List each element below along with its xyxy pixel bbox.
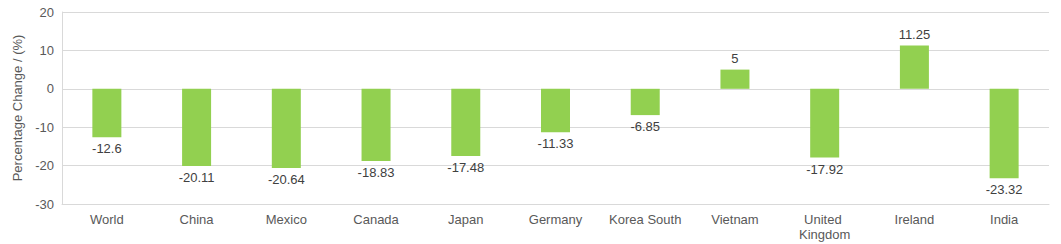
- svg-text:-20.11: -20.11: [179, 170, 215, 185]
- svg-text:Kingdom: Kingdom: [799, 227, 850, 242]
- svg-text:-12.6: -12.6: [92, 141, 122, 156]
- svg-text:Japan: Japan: [448, 212, 483, 227]
- svg-text:-17.48: -17.48: [447, 160, 484, 175]
- svg-text:-6.85: -6.85: [630, 119, 660, 134]
- svg-text:5: 5: [731, 51, 738, 66]
- svg-text:-17.92: -17.92: [806, 162, 843, 177]
- svg-text:Ireland: Ireland: [895, 212, 935, 227]
- svg-text:-20: -20: [35, 158, 54, 173]
- svg-text:20: 20: [40, 5, 54, 20]
- svg-text:-30: -30: [35, 197, 54, 212]
- svg-text:10: 10: [40, 43, 54, 58]
- svg-text:0: 0: [47, 81, 54, 96]
- svg-text:Germany: Germany: [529, 212, 583, 227]
- svg-text:India: India: [990, 212, 1019, 227]
- svg-text:Mexico: Mexico: [266, 212, 307, 227]
- svg-text:World: World: [90, 212, 124, 227]
- svg-text:-23.32: -23.32: [986, 182, 1023, 197]
- svg-text:Canada: Canada: [353, 212, 399, 227]
- svg-text:11.25: 11.25: [899, 27, 931, 42]
- svg-text:Vietnam: Vietnam: [711, 212, 758, 227]
- svg-text:-11.33: -11.33: [538, 136, 574, 151]
- svg-text:United: United: [804, 212, 845, 227]
- svg-text:China: China: [180, 212, 215, 227]
- svg-text:-20.64: -20.64: [268, 172, 305, 187]
- svg-text:Korea South: Korea South: [609, 212, 681, 227]
- svg-text:Percentage Change / (%): Percentage Change / (%): [10, 35, 25, 182]
- svg-text:-18.83: -18.83: [358, 165, 395, 180]
- svg-text:-10: -10: [35, 120, 54, 135]
